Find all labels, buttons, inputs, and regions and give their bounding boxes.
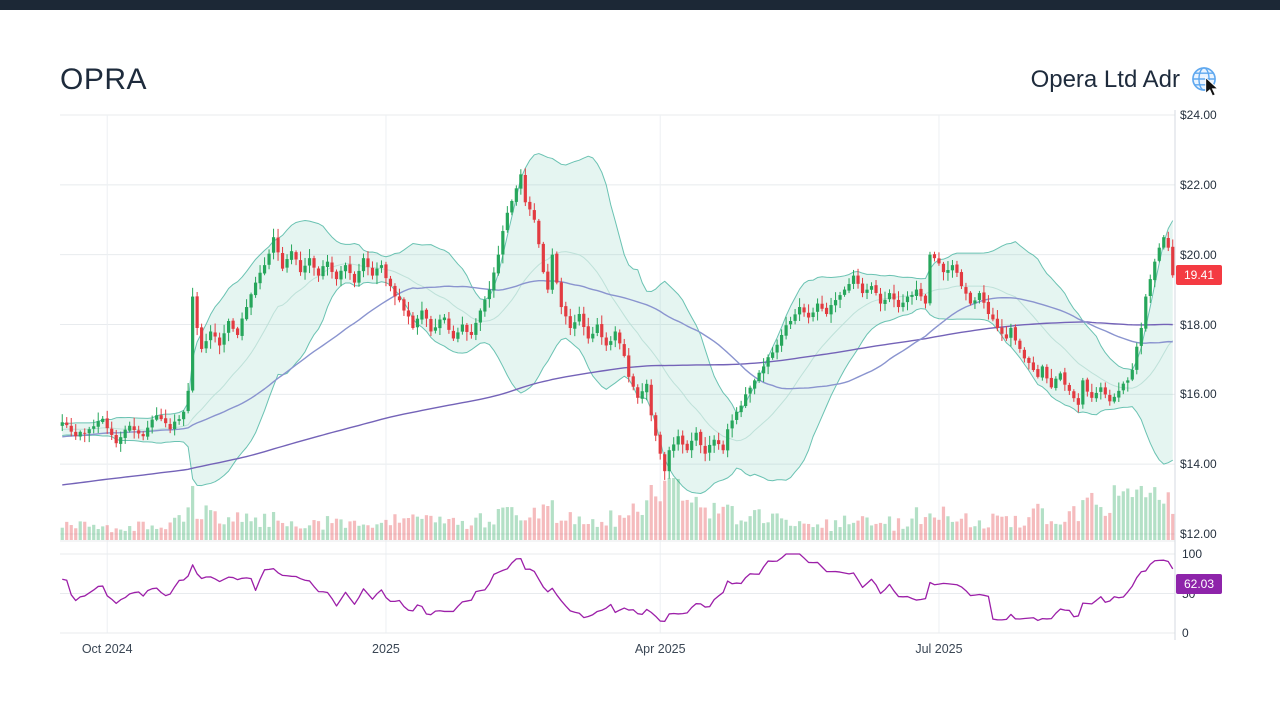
cursor-icon (1205, 77, 1219, 97)
last-price-badge: 19.41 (1176, 265, 1222, 286)
price-axis-label: $14.00 (1180, 457, 1217, 472)
price-axis-label: $12.00 (1180, 527, 1217, 541)
x-axis-label: Oct 2024 (81, 642, 133, 656)
price-axis-label: $24.00 (1180, 108, 1217, 122)
company-title-group: Opera Ltd Adr (1030, 65, 1220, 97)
x-axis-label: Jul 2025 (915, 642, 963, 656)
rsi-axis-label: 0 (1182, 626, 1189, 640)
price-axis-label: $20.00 (1180, 247, 1217, 262)
price-axis-label: $22.00 (1180, 177, 1217, 192)
top-bar (0, 0, 1280, 10)
header: OPRA Opera Ltd Adr (60, 58, 1220, 102)
x-axis-label: Apr 2025 (634, 642, 686, 656)
globe-icon[interactable] (1190, 65, 1220, 97)
price-axis-label: $18.00 (1180, 317, 1217, 332)
rsi-value-badge: 62.03 (1176, 573, 1222, 594)
rsi-axis-label: 100 (1182, 547, 1203, 561)
page-title: OPRA (60, 63, 148, 96)
x-axis-label: 2025 (372, 642, 400, 656)
company-name: Opera Ltd Adr (1030, 66, 1180, 93)
price-axis-label: $16.00 (1180, 387, 1217, 402)
